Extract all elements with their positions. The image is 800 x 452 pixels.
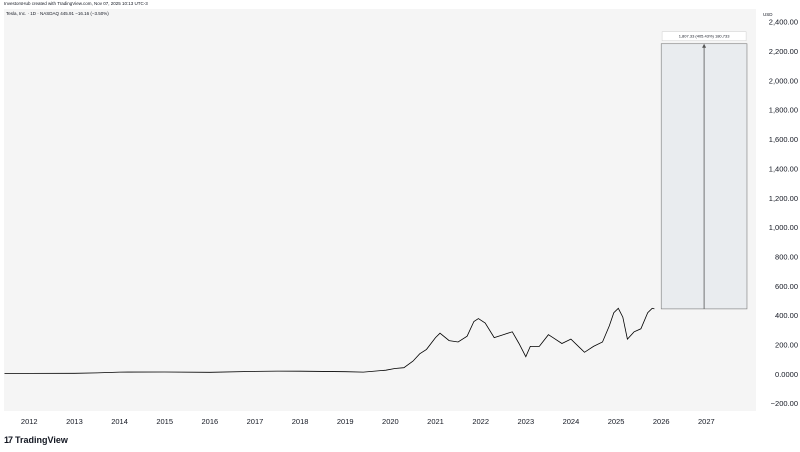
projection-arrow-icon [702,43,707,48]
x-tick-label: 2022 [472,417,489,426]
x-tick-label: 2014 [111,417,128,426]
y-tick-label: −200.00 [771,399,798,408]
y-tick-label: 2,200.00 [769,47,798,56]
tradingview-logo[interactable]: 17 TradingView [4,435,68,445]
x-tick-label: 2027 [698,417,715,426]
y-tick-label: 200.00 [775,340,798,349]
x-tick-label: 2024 [563,417,580,426]
projection-label-box [661,31,747,41]
y-tick-label: 400.00 [775,311,798,320]
x-tick-label: 2020 [382,417,399,426]
y-tick-label: 600.00 [775,282,798,291]
y-tick-label: 2,000.00 [769,76,798,85]
projection-label: 1,807.33 (405.43%) 180,733 [679,34,730,39]
y-tick-label: 1,400.00 [769,164,798,173]
x-axis[interactable]: 2012 2013 2014 2015 2016 2017 2018 2019 2020 2021… [21,417,715,426]
tradingview-logo-icon: 17 [4,435,13,445]
chart-attribution: InvestorsHub created with TradingView.co… [4,1,148,6]
x-tick-label: 2017 [247,417,264,426]
x-tick-label: 2012 [21,417,38,426]
y-tick-label: 1,800.00 [769,106,798,115]
y-tick-label: 1,000.00 [769,223,798,232]
x-tick-label: 2025 [608,417,625,426]
x-tick-label: 2015 [156,417,173,426]
x-tick-label: 2016 [201,417,218,426]
price-series-line [4,307,655,374]
y-tick-label: 800.00 [775,252,798,261]
x-tick-label: 2018 [292,417,309,426]
projection-group: 1,807.33 (405.43%) 180,733 [660,31,748,310]
y-tick-label: 2,400.00 [769,18,798,27]
y-tick-label: 1,200.00 [769,194,798,203]
currency-label[interactable]: USD [763,12,773,17]
x-tick-label: 2023 [517,417,534,426]
chart-plot-area[interactable] [4,9,756,411]
x-tick-label: 2013 [66,417,83,426]
y-tick-label: 0.0000 [775,370,798,379]
x-tick-label: 2019 [337,417,354,426]
x-tick-label: 2021 [427,417,444,426]
y-tick-label: 1,600.00 [769,135,798,144]
tradingview-logo-text: TradingView [15,435,68,445]
symbol-info: Tesla, Inc. · 1D · NASDAQ 445.91 −16.16 … [6,11,109,16]
y-axis[interactable]: 2,400.00 2,200.00 2,000.00 1,800.00 1,600.00… [769,18,798,408]
x-tick-label: 2026 [653,417,670,426]
